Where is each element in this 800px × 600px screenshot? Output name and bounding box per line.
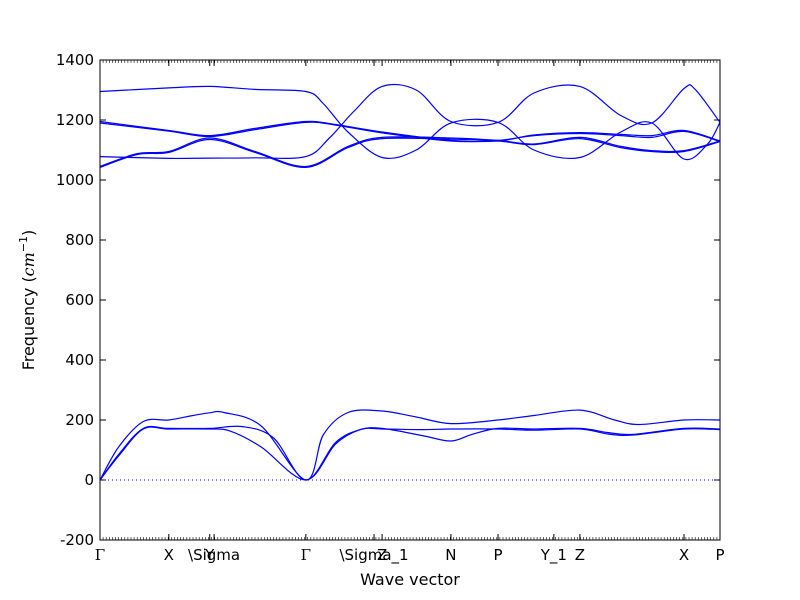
y-tick-label: 400 — [65, 351, 94, 369]
band-line-9 — [99, 137, 721, 169]
y-tick-label: 0 — [84, 471, 94, 489]
y-axis-title-text: Frequency ( — [19, 276, 38, 370]
x-tick-label: X — [164, 546, 174, 564]
x-tick-label: Γ — [95, 546, 105, 564]
x-tick-labels: Γ X Y\Sigma Γ \Sigma_1Z N P Y_1 Z X P — [95, 546, 725, 565]
y-tick-label: 200 — [65, 411, 94, 429]
x-tick-label: P — [715, 546, 724, 564]
y-tick-label: 1400 — [56, 51, 94, 69]
y-tick-label: 1000 — [56, 171, 94, 189]
band-line-2 — [99, 425, 721, 481]
y-axis-title-unit: cm — [19, 252, 38, 276]
band-line-8 — [99, 136, 721, 168]
x-tick-label: P — [494, 546, 503, 564]
y-axis-title-exp: −1 — [17, 236, 30, 252]
y-axis-title: Frequency (cm−1) — [17, 230, 38, 371]
y-tick-label: 800 — [65, 231, 94, 249]
x-tick-label: X — [679, 546, 689, 564]
x-tick-label: Z — [377, 546, 387, 564]
series-layer — [99, 83, 721, 481]
y-tick-label: 1200 — [56, 111, 94, 129]
plot-frame — [99, 59, 721, 541]
x-tick-label: N — [445, 546, 456, 564]
band-line-4 — [99, 83, 721, 160]
band-line-7 — [99, 121, 721, 143]
x-tick-label: Γ — [301, 546, 311, 564]
x-tick-label: Y — [204, 546, 215, 564]
y-tick-labels: -200 0 200 400 600 800 1000 1200 1400 — [56, 51, 94, 549]
band-line-3 — [99, 409, 721, 481]
x-tick-label: \Sigma — [188, 546, 240, 564]
y-tick-label: -200 — [60, 531, 94, 549]
x-tick-label: \Sigma_1 — [339, 546, 408, 565]
x-tick-label: Y_1 — [540, 546, 567, 565]
y-axis-title-close: ) — [19, 230, 38, 236]
x-axis-title: Wave vector — [360, 570, 460, 589]
x-tick-label: Z — [575, 546, 585, 564]
plot-background — [100, 60, 720, 540]
y-tick-label: 600 — [65, 291, 94, 309]
